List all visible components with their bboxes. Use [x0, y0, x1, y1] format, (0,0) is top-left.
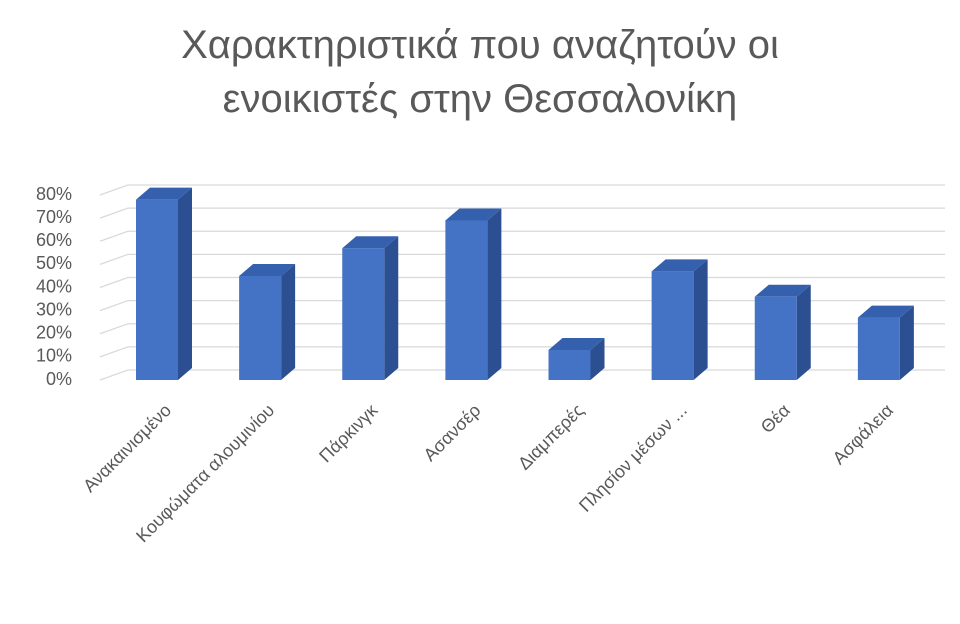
y-tick-label: 0% [46, 369, 72, 389]
y-tick-label: 70% [36, 207, 72, 227]
grid-line [99, 253, 945, 265]
bar [342, 248, 385, 380]
grid-line [99, 230, 945, 242]
bar [754, 296, 797, 380]
bar-side [487, 208, 502, 380]
bar-side [693, 259, 708, 380]
x-tick-label: Πλησίον μέσων ... [575, 400, 691, 516]
y-tick-label: 40% [36, 276, 72, 296]
bar-top [651, 259, 708, 272]
bar-top [445, 208, 502, 221]
x-tick-label: Θέα [757, 400, 794, 437]
bar-side [590, 337, 605, 380]
grid-line [99, 184, 945, 196]
bar [651, 271, 694, 380]
bar [445, 220, 488, 380]
bar [857, 317, 900, 380]
bar-side [384, 236, 399, 380]
x-tick-label: Ασανσέρ [420, 400, 485, 465]
x-tick-label: Ασφάλεια [829, 400, 897, 468]
bar-top [754, 284, 811, 297]
grid-line [99, 300, 945, 312]
bar [136, 199, 178, 380]
y-tick-label: 60% [36, 230, 72, 250]
y-tick-label: 80% [36, 184, 72, 204]
bar-top [136, 187, 192, 200]
x-tick-label: Πάρκινγκ [315, 399, 382, 466]
bar-top [857, 305, 914, 318]
x-tick-label: Διαμπερές [514, 400, 588, 474]
bar-top [548, 337, 605, 350]
x-tick-label: Ανακαινισμένο [79, 400, 175, 496]
y-tick-label: 30% [36, 299, 72, 319]
grid-line [99, 369, 945, 381]
bar [548, 349, 591, 380]
bar-side [281, 263, 296, 380]
bar-side [178, 187, 192, 380]
grid-line [99, 323, 945, 335]
y-tick-label: 50% [36, 253, 72, 273]
chart-title: Χαρακτηριστικά που αναζητούν οι ενοικιστ… [181, 23, 779, 121]
y-tick-label: 20% [36, 323, 72, 343]
bar [239, 275, 282, 380]
y-tick-label: 10% [36, 346, 72, 366]
bar-side [899, 305, 914, 380]
grid-line [99, 276, 945, 289]
bar-side [796, 284, 811, 380]
bar-top [239, 263, 296, 276]
grid-line [99, 207, 945, 219]
bar-top [342, 236, 399, 249]
grid-line [99, 346, 945, 358]
